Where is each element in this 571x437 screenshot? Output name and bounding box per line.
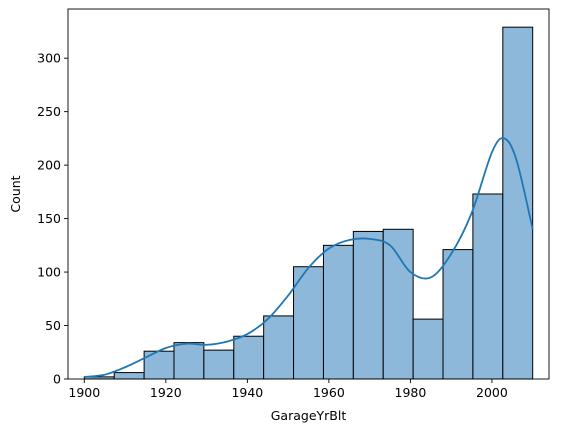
- y-tick-label: 150: [37, 211, 61, 226]
- y-tick-label: 0: [53, 372, 61, 387]
- x-tick-label: 1960: [313, 385, 345, 400]
- x-axis-label: GarageYrBlt: [271, 408, 347, 423]
- y-tick-label: 50: [45, 318, 61, 333]
- x-tick-label: 1940: [231, 385, 263, 400]
- histogram-bar: [233, 335, 265, 380]
- x-tick-label: 1980: [395, 385, 427, 400]
- y-tick-label: 100: [37, 265, 61, 280]
- y-tick-label: 250: [37, 104, 61, 119]
- kde-layer: [84, 137, 534, 378]
- histogram-bar: [263, 315, 295, 380]
- histogram-bar: [442, 249, 474, 380]
- kde-line: [84, 137, 534, 378]
- y-axis-label: Count: [8, 175, 23, 212]
- bars-layer: [83, 26, 534, 380]
- histogram-bar: [322, 244, 354, 380]
- histogram-bar: [113, 372, 145, 380]
- histogram-bar: [472, 193, 504, 380]
- histogram-bar: [203, 349, 235, 380]
- histogram-bar: [412, 318, 444, 380]
- y-tick-label: 300: [37, 51, 61, 66]
- histogram-bar: [352, 230, 384, 380]
- axes-frame: [67, 8, 550, 380]
- histogram-bar: [502, 26, 534, 380]
- x-tick-label: 1920: [150, 385, 182, 400]
- y-ticks: 0 50 100 150 200 250 300: [37, 51, 68, 387]
- histogram-bar: [293, 266, 324, 380]
- histogram-bar: [382, 228, 414, 380]
- x-ticks: 1900 1920 1940 1960 1980 2000: [68, 379, 508, 400]
- y-tick-label: 200: [37, 158, 61, 173]
- x-tick-label: 2000: [476, 385, 508, 400]
- histogram-bar: [173, 342, 205, 380]
- x-tick-label: 1900: [68, 385, 100, 400]
